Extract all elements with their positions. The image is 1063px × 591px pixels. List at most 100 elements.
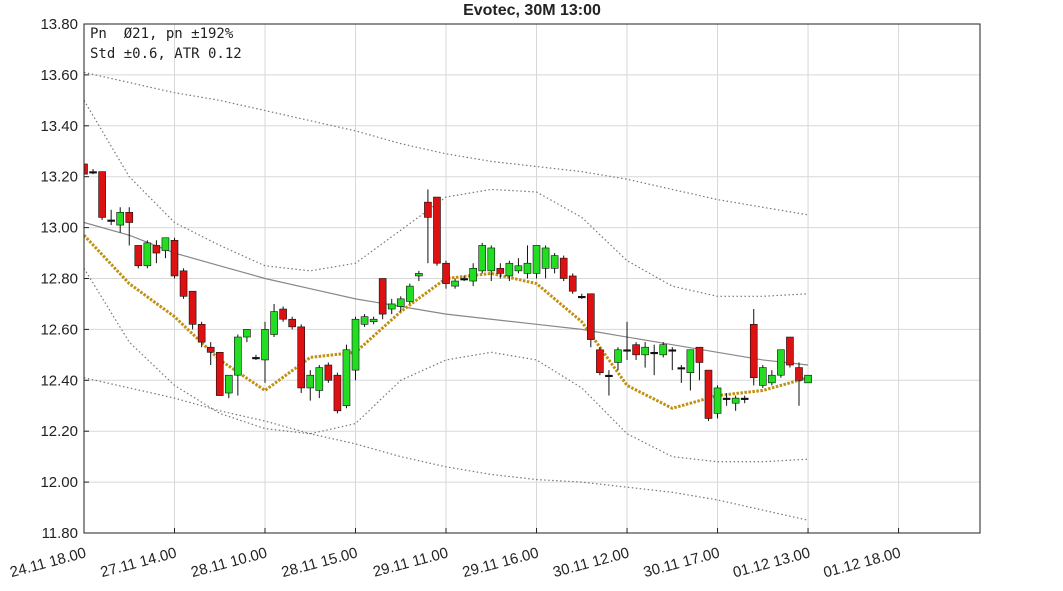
candle-body (577, 296, 586, 299)
candle-body (415, 273, 423, 277)
candle-body (243, 329, 251, 338)
candle-body (360, 316, 369, 325)
indicator-line (84, 100, 809, 297)
candle-body (614, 349, 622, 363)
candle-body (532, 245, 541, 274)
candle-body (523, 262, 532, 274)
y-tick-label: 13.80 (40, 16, 78, 33)
candle-body (722, 397, 731, 400)
indicator-line (84, 221, 809, 366)
y-tick-label: 12.20 (40, 423, 78, 440)
candle-body (342, 349, 351, 407)
candle-body (632, 344, 640, 356)
candle-body (786, 336, 794, 366)
candle-body (252, 357, 260, 360)
candle-body (596, 349, 604, 373)
annotation: Std ±0.6, ATR 0.12 (90, 46, 242, 62)
candle-body (731, 397, 740, 404)
candle-body (225, 374, 233, 394)
candle-body (433, 196, 441, 264)
candle-body (206, 346, 215, 353)
indicator-line (84, 268, 809, 463)
candle-body (306, 374, 315, 389)
plot-area (84, 71, 812, 521)
candle-body (559, 257, 568, 279)
candle-body (369, 318, 378, 323)
y-tick-label: 13.40 (40, 118, 78, 135)
candle-body (116, 212, 125, 226)
candle-body (460, 278, 468, 281)
candle-body (442, 262, 450, 284)
candle-body (315, 367, 324, 391)
chart-title: Evotec, 30M 13:00 (463, 2, 601, 19)
candle-body (749, 324, 758, 379)
candle-body (758, 367, 767, 386)
candle-body (514, 265, 523, 272)
candle-body (541, 247, 550, 269)
candle-body (179, 270, 188, 297)
y-tick-label: 13.00 (40, 220, 78, 237)
candle-body (695, 346, 704, 363)
candle-body (424, 201, 432, 218)
candle-body (478, 245, 487, 272)
candle-body (396, 298, 405, 307)
candle-body (650, 352, 658, 355)
candle-body (197, 324, 206, 343)
candle-body (623, 349, 631, 352)
candle-body (333, 374, 342, 412)
candle-body (234, 336, 242, 376)
candle-body (188, 290, 197, 325)
candle-body (740, 397, 749, 400)
candle-body (279, 308, 287, 320)
y-tick-label: 12.60 (40, 321, 78, 338)
candle-body (125, 212, 134, 223)
candle-body (505, 262, 514, 277)
candle-body (587, 293, 595, 340)
y-tick-label: 13.60 (40, 67, 78, 84)
candle-body (777, 349, 785, 376)
candle-body (605, 374, 613, 378)
candle-body (406, 285, 414, 302)
candle-body (641, 346, 649, 356)
candle-body (107, 219, 115, 222)
annotation: Pn Ø21, pn ±192% (90, 26, 234, 42)
y-tick-label: 13.20 (40, 169, 78, 186)
candle-body (487, 247, 496, 272)
candle-body (659, 344, 668, 356)
candle-body (550, 255, 559, 269)
candle-body (387, 303, 396, 310)
candle-body (451, 280, 459, 287)
y-tick-label: 12.40 (40, 372, 78, 389)
candle-body (297, 326, 306, 389)
candle-body (795, 367, 803, 381)
candle-body (84, 163, 88, 175)
candle-body (704, 369, 713, 419)
indicator-line (84, 377, 809, 521)
y-tick-label: 11.80 (42, 525, 78, 542)
candle-body (161, 237, 170, 251)
candle-body (288, 318, 296, 328)
candle-body (89, 171, 97, 174)
candle-body (378, 278, 387, 315)
candle-body (686, 349, 695, 373)
candle-body (496, 268, 505, 274)
candle-body (215, 352, 224, 396)
candle-body (98, 171, 106, 218)
candle-body (170, 240, 179, 277)
candle-body (134, 245, 143, 267)
candle-body (469, 268, 477, 282)
candle-body (261, 329, 269, 361)
candle-body (768, 374, 776, 384)
candle-body (677, 367, 686, 370)
y-tick-label: 12.80 (40, 271, 78, 288)
candle-body (143, 242, 152, 267)
candle-body (568, 275, 577, 292)
candle-body (324, 364, 333, 381)
candle-body (713, 387, 722, 414)
y-tick-label: 12.00 (40, 474, 78, 491)
candle-body (152, 245, 161, 254)
candle-body (351, 318, 360, 371)
candle-body (270, 311, 278, 335)
